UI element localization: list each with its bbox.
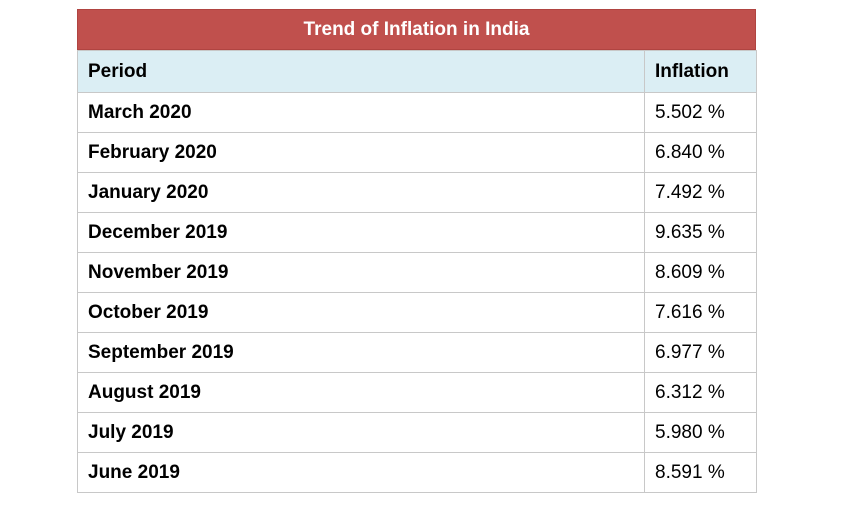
inflation-cell: 5.502 %: [644, 92, 757, 133]
inflation-cell: 8.591 %: [644, 452, 757, 493]
inflation-table: Period Inflation March 2020 5.502 % Febr…: [77, 50, 757, 493]
inflation-cell: 8.609 %: [644, 252, 757, 293]
table-row: July 2019 5.980 %: [77, 412, 757, 453]
inflation-cell: 9.635 %: [644, 212, 757, 253]
period-cell: March 2020: [77, 92, 645, 133]
period-cell: July 2019: [77, 412, 645, 453]
period-cell: June 2019: [77, 452, 645, 493]
column-header-period: Period: [77, 50, 645, 93]
inflation-cell: 6.977 %: [644, 332, 757, 373]
inflation-table-container: Trend of Inflation in India Period Infla…: [77, 9, 757, 493]
table-header-row: Period Inflation: [77, 50, 757, 93]
period-cell: December 2019: [77, 212, 645, 253]
period-cell: October 2019: [77, 292, 645, 333]
period-cell: August 2019: [77, 372, 645, 413]
inflation-cell: 7.616 %: [644, 292, 757, 333]
period-cell: February 2020: [77, 132, 645, 173]
inflation-cell: 7.492 %: [644, 172, 757, 213]
table-body: March 2020 5.502 % February 2020 6.840 %…: [77, 92, 757, 493]
table-row: June 2019 8.591 %: [77, 452, 757, 493]
inflation-cell: 5.980 %: [644, 412, 757, 453]
period-cell: January 2020: [77, 172, 645, 213]
table-row: August 2019 6.312 %: [77, 372, 757, 413]
table-row: March 2020 5.502 %: [77, 92, 757, 133]
table-row: February 2020 6.840 %: [77, 132, 757, 173]
table-row: November 2019 8.609 %: [77, 252, 757, 293]
table-title: Trend of Inflation in India: [77, 9, 756, 50]
table-row: December 2019 9.635 %: [77, 212, 757, 253]
table-row: January 2020 7.492 %: [77, 172, 757, 213]
column-header-inflation: Inflation: [644, 50, 757, 93]
period-cell: September 2019: [77, 332, 645, 373]
table-row: September 2019 6.977 %: [77, 332, 757, 373]
inflation-cell: 6.312 %: [644, 372, 757, 413]
period-cell: November 2019: [77, 252, 645, 293]
table-row: October 2019 7.616 %: [77, 292, 757, 333]
inflation-cell: 6.840 %: [644, 132, 757, 173]
